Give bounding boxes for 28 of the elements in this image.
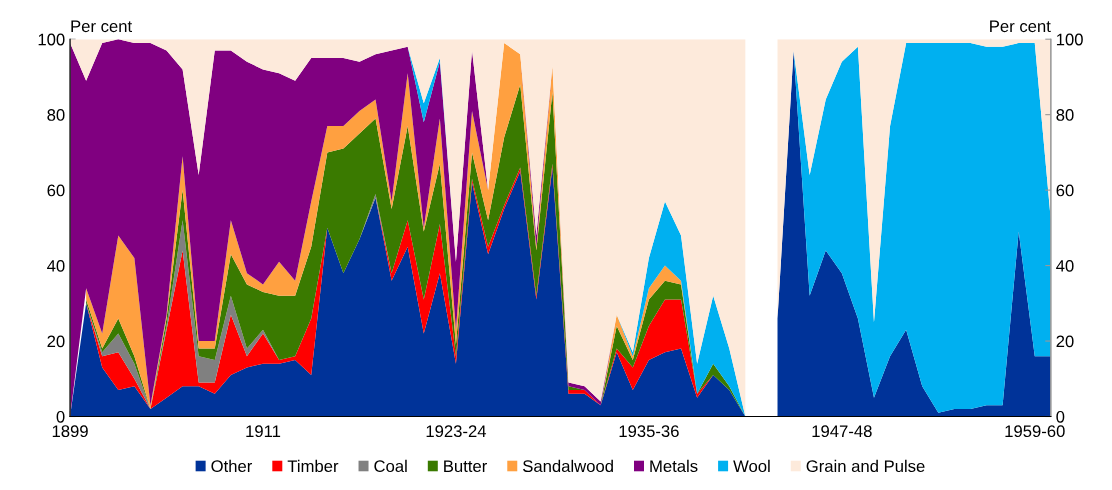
legend-label: Other <box>211 459 253 473</box>
legend-label: Grain and Pulse <box>806 459 925 473</box>
x-tick-label: 1911 <box>246 425 281 438</box>
y2-axis-title: Per cent <box>990 20 1051 33</box>
y2-tick-label: 80 <box>1056 109 1074 121</box>
y-tick-label: 60 <box>47 184 65 197</box>
x-tick-label: 1923-24 <box>426 425 487 438</box>
y2-tick-label: 100 <box>1056 33 1083 46</box>
legend-label: Butter <box>444 460 487 473</box>
x-tick-label: 1959-60 <box>1005 425 1065 438</box>
y-tick-label: 100 <box>38 33 65 46</box>
y-tick-label: 40 <box>47 259 65 272</box>
legend-label: Wool <box>733 459 770 473</box>
legend-label: Metals <box>650 459 698 473</box>
legend-label: Sandalwood <box>523 459 613 473</box>
y-axis-title: Per cent <box>71 20 132 33</box>
legend-label: Timber <box>287 459 339 473</box>
y-tick-label: 0 <box>56 410 65 423</box>
y2-tick-label: 20 <box>1056 335 1074 348</box>
y-tick-label: 20 <box>47 335 65 348</box>
y2-tick-label: 60 <box>1056 184 1074 197</box>
y2-tick-label: 0 <box>1056 410 1065 423</box>
legend-label: Coal <box>374 459 407 473</box>
x-tick-label: 1899 <box>52 425 88 438</box>
y-tick-label: 80 <box>47 109 65 121</box>
x-tick-label: 1935-36 <box>619 425 679 438</box>
x-tick-label: 1947-48 <box>812 425 872 438</box>
y2-tick-label: 40 <box>1056 259 1074 272</box>
